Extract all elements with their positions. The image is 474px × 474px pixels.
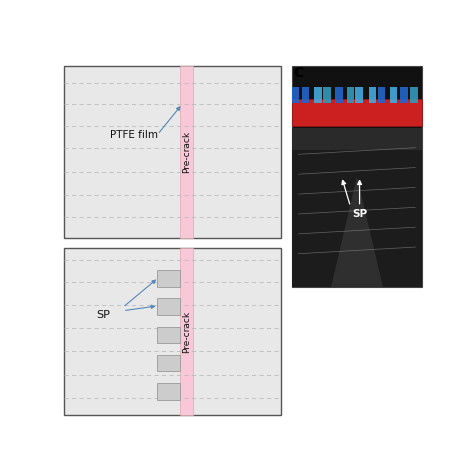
- Bar: [157, 298, 180, 315]
- Bar: [292, 66, 422, 287]
- Bar: [314, 87, 322, 103]
- Bar: [355, 87, 363, 103]
- Text: SP: SP: [352, 209, 367, 219]
- Bar: [302, 87, 310, 103]
- Bar: [157, 270, 180, 287]
- Bar: [369, 87, 376, 103]
- Bar: [377, 87, 385, 103]
- Bar: [157, 355, 180, 372]
- Bar: [292, 99, 422, 126]
- Bar: [157, 383, 180, 400]
- Text: SP: SP: [96, 310, 110, 320]
- Bar: [292, 150, 422, 287]
- Bar: [292, 87, 299, 103]
- Bar: [335, 87, 343, 103]
- Bar: [180, 66, 193, 237]
- Bar: [346, 87, 354, 103]
- Bar: [400, 87, 408, 103]
- Bar: [64, 248, 281, 415]
- Bar: [323, 87, 331, 103]
- Bar: [292, 128, 422, 150]
- Text: C: C: [293, 66, 303, 80]
- Bar: [390, 87, 397, 103]
- Polygon shape: [331, 176, 383, 287]
- Text: PTFE film: PTFE film: [109, 129, 157, 140]
- Text: Pre-crack: Pre-crack: [182, 310, 191, 353]
- Bar: [180, 248, 193, 415]
- Bar: [64, 66, 281, 237]
- Text: Pre-crack: Pre-crack: [182, 131, 191, 173]
- Bar: [410, 87, 418, 103]
- Bar: [157, 327, 180, 343]
